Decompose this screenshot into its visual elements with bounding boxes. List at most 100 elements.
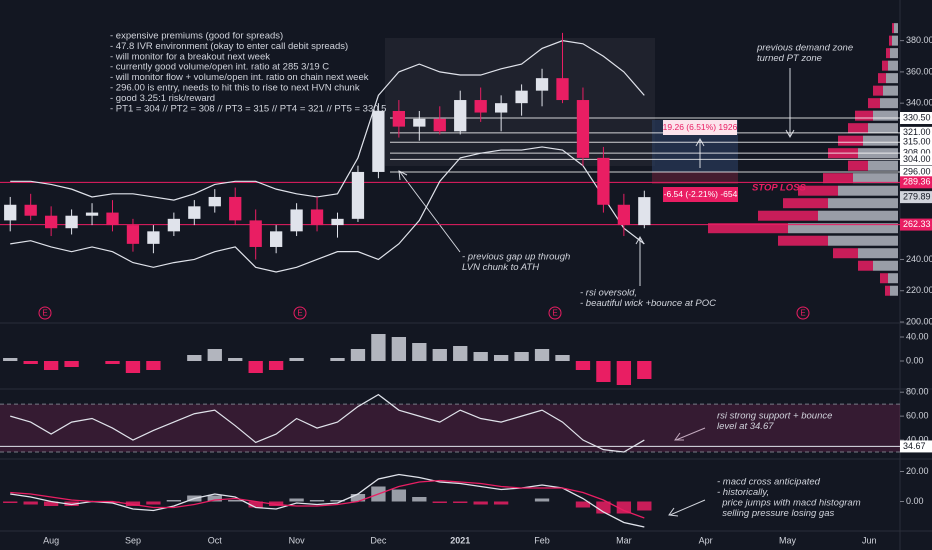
earnings-label: E — [552, 309, 557, 318]
profile-down — [882, 60, 888, 71]
candle-body — [413, 118, 426, 127]
earnings-marker — [796, 306, 810, 320]
macd-histogram — [330, 500, 345, 502]
candle-body — [229, 196, 242, 221]
note: - PT1 = 304 // PT2 = 308 // PT3 = 315 //… — [110, 103, 386, 114]
momentum-bar — [371, 334, 386, 361]
earnings-marker — [293, 306, 307, 320]
candle-body — [270, 231, 283, 247]
macd-histogram — [575, 501, 591, 508]
macd-histogram — [207, 495, 222, 502]
profile-down — [798, 185, 838, 196]
profile-down — [778, 235, 828, 246]
candle-body — [454, 100, 467, 132]
candle-body — [576, 100, 590, 158]
y-tick-label: 240.00 — [906, 254, 932, 264]
x-tick-label: Nov — [289, 535, 306, 545]
profile-up — [873, 260, 898, 271]
macd-histogram — [146, 501, 161, 505]
level-label: 279.89 — [903, 191, 931, 201]
candle-body — [617, 204, 630, 226]
candle-body — [495, 103, 508, 113]
x-tick-label: Dec — [370, 535, 387, 545]
macd-histogram — [473, 501, 488, 505]
stop-zone — [652, 172, 738, 184]
y-tick-label: 60.00 — [906, 411, 929, 421]
profile-down — [886, 48, 890, 59]
macd-histogram — [228, 500, 243, 502]
macd-line — [10, 479, 645, 519]
momentum-bar — [43, 361, 59, 370]
profile-up — [863, 135, 898, 146]
y-tick-label: 220.00 — [906, 285, 932, 295]
x-tick-label: Apr — [699, 535, 713, 545]
candle-body — [24, 204, 37, 216]
profile-up — [838, 185, 898, 196]
macd-histogram — [412, 497, 427, 502]
profile-up — [883, 85, 898, 96]
profile-up — [868, 160, 898, 171]
level-label: 289.36 — [903, 177, 931, 187]
x-tick-label: Sep — [125, 535, 141, 545]
y-tick-label: 0.00 — [906, 496, 924, 506]
profile-up — [880, 98, 898, 109]
profile-up — [853, 173, 898, 184]
momentum-bar — [432, 349, 447, 361]
level-label-bg — [900, 165, 932, 178]
macd-histogram — [125, 501, 141, 506]
rsi-band — [0, 404, 900, 453]
profile-down — [823, 173, 853, 184]
momentum-bar — [453, 346, 468, 361]
momentum-bar — [187, 355, 202, 361]
profile-up — [873, 110, 898, 121]
macd-histogram — [391, 489, 407, 502]
y-tick-label: 80.00 — [906, 387, 929, 397]
level-label: 315.00 — [903, 137, 931, 147]
y-tick-label: 0.00 — [906, 355, 924, 365]
profile-up — [888, 273, 898, 284]
macd-histogram — [637, 501, 652, 511]
level-label-bg — [900, 136, 932, 149]
momentum-bar — [616, 361, 632, 385]
macd-histogram — [350, 494, 366, 502]
momentum-bar — [248, 361, 263, 373]
profile-down — [880, 273, 888, 284]
macd-histogram — [493, 501, 509, 505]
rsi-level-label: 34.67 — [903, 441, 926, 451]
momentum-bar — [64, 361, 79, 367]
candle-body — [126, 225, 140, 244]
profile-up — [828, 235, 898, 246]
profile-down — [889, 35, 892, 46]
macd-histogram — [268, 501, 284, 506]
level-label: 304.00 — [903, 154, 931, 164]
annotation: rsi strong support + bounce — [717, 411, 832, 422]
level-label: 262.33 — [903, 219, 931, 229]
candle-body — [106, 212, 119, 226]
annotation: - macd cross anticipated — [717, 477, 821, 488]
candle-body — [85, 212, 99, 216]
momentum-bar — [637, 361, 652, 379]
measure: 19.26 (6.51%) 1926 — [663, 122, 738, 132]
annotation: LVN chunk to ATH — [462, 262, 539, 273]
momentum-bar — [330, 358, 345, 361]
momentum-bar — [207, 349, 222, 361]
momentum-bar — [412, 343, 427, 361]
candle-body — [597, 157, 610, 205]
band-upper — [10, 40, 645, 201]
macd-histogram — [166, 500, 182, 502]
y-tick-label: 360.00 — [906, 66, 932, 76]
profile-down — [833, 248, 858, 259]
momentum-bar — [23, 361, 38, 364]
annotation: - beautiful wick +bounce at POC — [580, 298, 716, 309]
candle-body — [331, 218, 344, 226]
note: - currently good volume/open int. ratio … — [110, 62, 329, 73]
macd-histogram — [64, 501, 79, 506]
earnings-marker — [38, 306, 52, 320]
x-tick-label: Oct — [208, 535, 223, 545]
y-tick-label: 380.00 — [906, 35, 932, 45]
momentum-bar — [268, 361, 284, 370]
profile-up — [890, 285, 898, 296]
profile-up — [890, 48, 898, 59]
